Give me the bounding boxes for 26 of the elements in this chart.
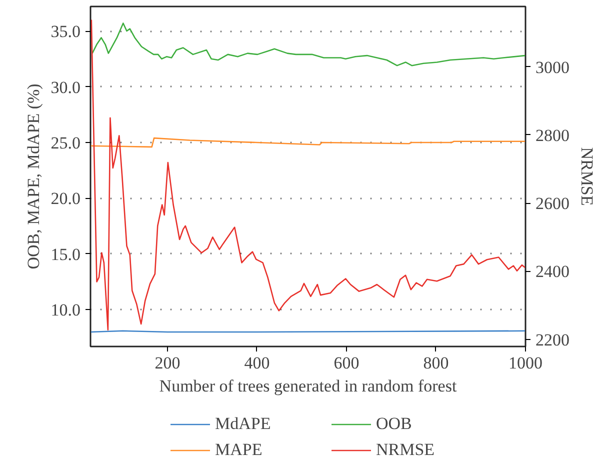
y-tick-label: 20.0 bbox=[50, 189, 80, 208]
legend-label: MAPE bbox=[215, 440, 264, 460]
legend-label: MdAPE bbox=[215, 414, 272, 434]
y2-tick-label: 2200 bbox=[536, 330, 570, 350]
y-tick-label: 15.0 bbox=[50, 244, 80, 264]
x-tick-label: 800 bbox=[423, 354, 449, 372]
line-series bbox=[90, 19, 526, 330]
legend-label: OOB bbox=[376, 414, 413, 434]
y2-tick-label: 2800 bbox=[536, 126, 570, 145]
x-tick-label: 1000 bbox=[508, 354, 542, 372]
x-tick-label: 200 bbox=[154, 354, 180, 372]
y-tick-label: 25.0 bbox=[50, 134, 80, 152]
legend-label: NRMSE bbox=[376, 440, 436, 460]
y-axis-title: OOB, MAPE, MdAPE (%) bbox=[24, 84, 43, 270]
y-tick-label: 10.0 bbox=[50, 300, 80, 320]
x-tick-label: 600 bbox=[334, 354, 360, 372]
y2-tick-label: 2600 bbox=[536, 194, 570, 214]
y2-axis-title: NRMSE bbox=[578, 147, 596, 206]
y-tick-label: 30.0 bbox=[50, 78, 80, 97]
line-series bbox=[90, 137, 526, 148]
y-tick-label: 35.0 bbox=[50, 22, 80, 42]
line-series bbox=[92, 22, 526, 66]
x-axis-title: Number of trees generated in random forest bbox=[159, 376, 457, 396]
y2-tick-label: 2400 bbox=[536, 262, 570, 282]
x-tick-label: 400 bbox=[244, 354, 270, 372]
y2-tick-label: 3000 bbox=[536, 58, 570, 77]
